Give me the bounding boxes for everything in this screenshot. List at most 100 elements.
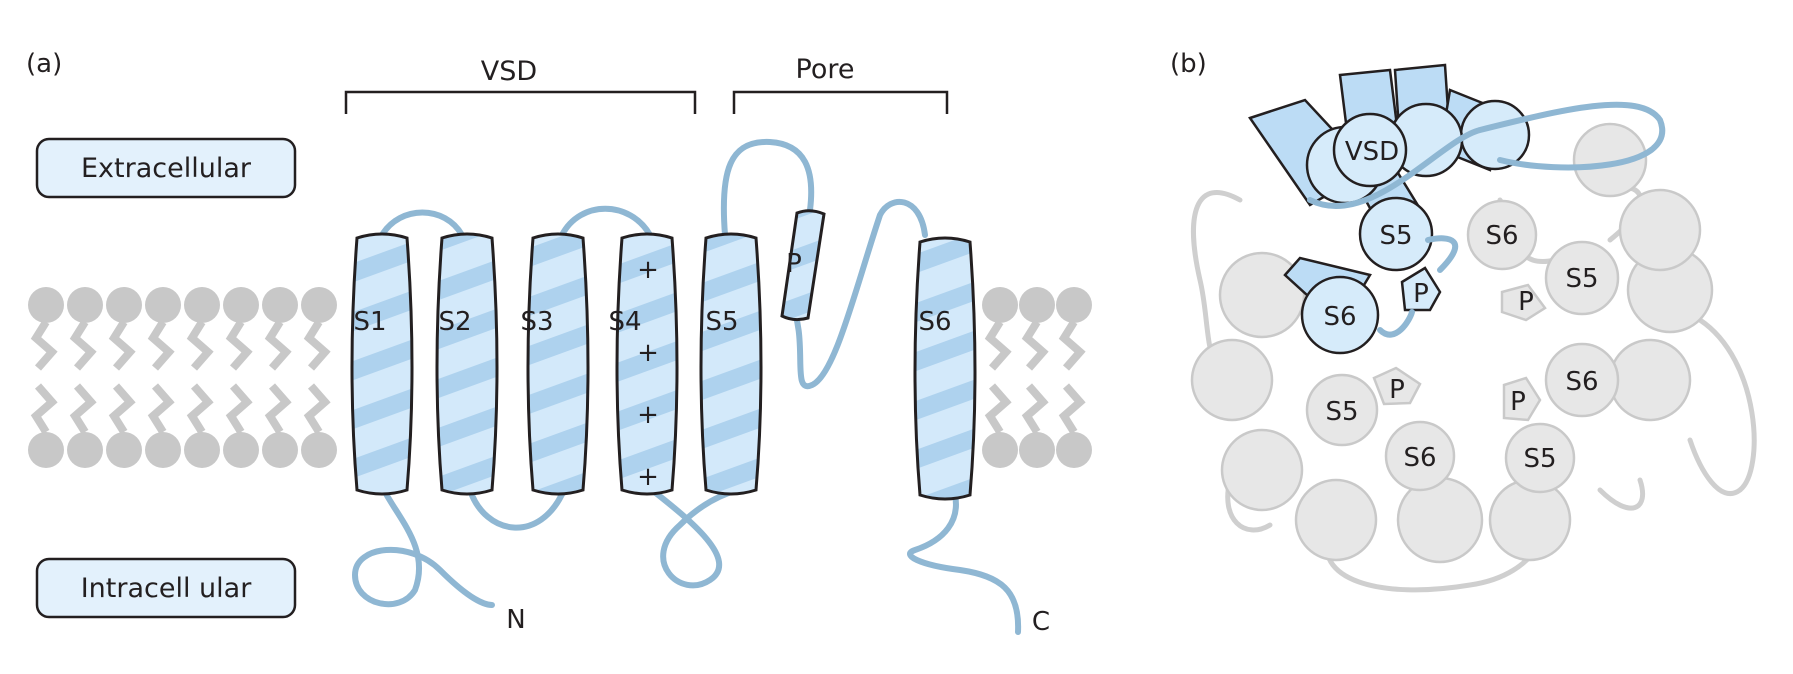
vsd-label: VSD bbox=[481, 56, 537, 87]
blue-p-label: P bbox=[1413, 279, 1429, 309]
helix-s1: S1 bbox=[350, 232, 414, 496]
lipid-head bbox=[28, 432, 64, 468]
panel-a-label: (a) bbox=[26, 49, 62, 79]
ghost-subunit-1: S6 S5 P bbox=[1466, 199, 1620, 322]
lipid-tail bbox=[303, 383, 331, 435]
ghost-helix-cap bbox=[1488, 478, 1572, 562]
lipid-head bbox=[1019, 432, 1055, 468]
blue-s6-cap bbox=[1300, 275, 1380, 355]
lipid-head bbox=[1056, 432, 1092, 468]
ghost-2-p-label: P bbox=[1389, 375, 1405, 405]
vsd-bracket: VSD bbox=[344, 56, 697, 114]
vsd-b-label: VSD bbox=[1345, 137, 1399, 167]
c-terminus-label: C bbox=[1032, 607, 1050, 637]
lipid-tail bbox=[147, 319, 175, 371]
lipid-tail bbox=[30, 383, 58, 435]
ghost-helix-cap bbox=[1220, 428, 1304, 512]
pore-bracket: Pore bbox=[732, 54, 949, 114]
lipid-tail bbox=[984, 383, 1012, 435]
lipid-head bbox=[184, 287, 220, 323]
ghost-1-s6-label: S6 bbox=[1485, 221, 1518, 251]
charge-3: + bbox=[637, 400, 659, 430]
connecting-loops bbox=[351, 138, 1022, 635]
lipid-head bbox=[106, 287, 142, 323]
ghost-1-s5-label: S5 bbox=[1565, 264, 1598, 294]
lipid-tail bbox=[1021, 383, 1049, 435]
ghost-3-s5-label: S5 bbox=[1523, 444, 1556, 474]
helix-s4: S4 + + + + bbox=[608, 232, 679, 496]
lipid-head bbox=[145, 287, 181, 323]
lipid-head bbox=[28, 287, 64, 323]
lipid-tail bbox=[225, 383, 253, 435]
panel-b: (b) S6 S5 P S5 bbox=[1170, 49, 1757, 593]
lipid-tail bbox=[1058, 319, 1086, 371]
extracellular-box: Extracellular bbox=[35, 137, 297, 199]
lipid-tail bbox=[264, 319, 292, 371]
helix-s1-label: S1 bbox=[353, 307, 386, 337]
lipid-head bbox=[223, 432, 259, 468]
ghost-3-p-label: P bbox=[1510, 387, 1526, 417]
lipid-head bbox=[1019, 287, 1055, 323]
lipid-tail bbox=[264, 383, 292, 435]
ghost-helix-cap bbox=[1608, 338, 1692, 422]
ghost-2-s5-label: S5 bbox=[1325, 397, 1358, 427]
helix-s6-label: S6 bbox=[918, 307, 951, 337]
helix-s2: S2 bbox=[435, 232, 499, 496]
ghost-subunit-2: S5 S6 P bbox=[1305, 366, 1456, 492]
ghost-subunit-3: S6 S5 P bbox=[1502, 342, 1620, 494]
lipid-head bbox=[982, 432, 1018, 468]
helix-s5-label: S5 bbox=[705, 307, 738, 337]
lipid-tail bbox=[1058, 383, 1086, 435]
panel-b-label: (b) bbox=[1170, 49, 1207, 79]
n-terminus-label: N bbox=[506, 605, 525, 635]
lipid-tail bbox=[303, 319, 331, 371]
lipid-tail bbox=[984, 319, 1012, 371]
lipid-tail bbox=[30, 319, 58, 371]
helix-s2-label: S2 bbox=[438, 307, 471, 337]
ghost-2-s6-label: S6 bbox=[1403, 443, 1436, 473]
lipid-bilayer-left bbox=[28, 287, 337, 468]
charge-4: + bbox=[637, 462, 659, 492]
charge-1: + bbox=[637, 255, 659, 285]
lipid-head bbox=[982, 287, 1018, 323]
extracellular-label: Extracellular bbox=[81, 153, 252, 184]
lipid-tail bbox=[108, 383, 136, 435]
lipid-head bbox=[223, 287, 259, 323]
lipid-head bbox=[262, 432, 298, 468]
helix-s4-label: S4 bbox=[608, 307, 641, 337]
ghost-helix-cap bbox=[1218, 251, 1306, 339]
charge-2: + bbox=[637, 338, 659, 368]
lipid-head bbox=[106, 432, 142, 468]
ghost-helix-cap bbox=[1396, 476, 1484, 564]
ghost-subunits: S6 S5 P S5 S6 P S6 S5 P bbox=[1190, 122, 1757, 593]
ghost-1-p-label: P bbox=[1518, 287, 1534, 317]
transmembrane-helices: S1 S2 S3 S4 + + + + S5 bbox=[350, 209, 977, 501]
p-helix: P bbox=[780, 209, 826, 322]
helix-s3: S3 bbox=[520, 232, 590, 496]
helix-s5: S5 bbox=[699, 232, 763, 496]
lipid-head bbox=[184, 432, 220, 468]
lipid-tail bbox=[147, 383, 175, 435]
intracellular-label: Intracell ular bbox=[81, 573, 253, 604]
lipid-head bbox=[1056, 287, 1092, 323]
blue-s5-cap bbox=[1358, 196, 1434, 272]
blue-p-helix bbox=[1400, 266, 1442, 312]
blue-s5-label: S5 bbox=[1379, 221, 1412, 251]
intracellular-box: Intracell ular bbox=[35, 557, 297, 619]
lipid-head bbox=[67, 287, 103, 323]
lipid-tail bbox=[225, 319, 253, 371]
helix-s6: S6 bbox=[913, 236, 977, 501]
ghost-helix-cap bbox=[1618, 188, 1702, 272]
lipid-head bbox=[262, 287, 298, 323]
lipid-head bbox=[301, 287, 337, 323]
lipid-tail bbox=[108, 319, 136, 371]
p-helix-label: P bbox=[786, 249, 802, 279]
pore-label: Pore bbox=[796, 54, 855, 85]
lipid-head bbox=[301, 432, 337, 468]
panel-a: (a) Extracellular Intracell ular VSD Por… bbox=[26, 49, 1092, 637]
lipid-head bbox=[145, 432, 181, 468]
helix-s3-label: S3 bbox=[520, 307, 553, 337]
ghost-helix-cap bbox=[1572, 122, 1648, 198]
lipid-tail bbox=[69, 319, 97, 371]
